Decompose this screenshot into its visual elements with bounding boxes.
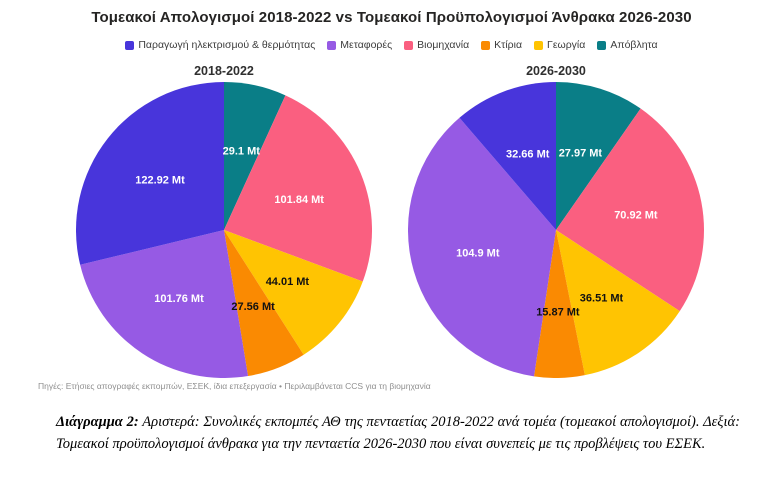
legend-label-waste: Απόβλητα: [610, 39, 658, 51]
pie-slice-transport: [408, 117, 556, 377]
pie-slice-label-waste: 27.97 Mt: [559, 147, 603, 159]
legend-label-power-heat: Παραγωγή ηλεκτρισμού & θερμότητας: [138, 39, 316, 51]
legend-item-agriculture: Γεωργία: [534, 39, 585, 51]
legend-item-transport: Μεταφορές: [327, 39, 392, 51]
pie-slice-waste: [224, 82, 286, 230]
pie-header-2026-2030: 2026-2030: [526, 64, 586, 78]
pie-slice-waste: [556, 82, 641, 230]
legend-item-industry: Βιομηχανία: [404, 39, 469, 51]
pie-slice-label-power-heat: 122.92 Mt: [135, 175, 185, 187]
legend-label-agriculture: Γεωργία: [547, 39, 586, 51]
pie-slice-label-industry: 70.92 Mt: [614, 210, 658, 222]
pie-slice-label-buildings: 15.87 Mt: [536, 306, 580, 318]
pie-slice-label-transport: 101.76 Mt: [154, 293, 204, 305]
legend-swatch-industry: [404, 40, 414, 50]
source-footnote: Πηγές: Ετήσιες απογραφές εκπομπών, ΕΣΕΚ,…: [38, 381, 431, 391]
pie-slice-power-heat: [459, 82, 556, 230]
pie-slice-agriculture: [224, 230, 363, 355]
legend-swatch-transport: [327, 40, 337, 50]
pie-header-2018-2022: 2018-2022: [194, 64, 254, 78]
pie-slice-label-power-heat: 32.66 Mt: [506, 149, 550, 161]
pie-slice-label-agriculture: 44.01 Mt: [266, 276, 310, 288]
legend-item-buildings: Κτίρια: [481, 39, 522, 51]
legend-item-waste: Απόβλητα: [597, 39, 658, 51]
pie-slice-industry: [556, 108, 704, 312]
legend-label-buildings: Κτίρια: [494, 39, 523, 51]
legend-swatch-waste: [597, 40, 607, 50]
pie-slice-power-heat: [76, 82, 224, 265]
legend-label-industry: Βιομηχανία: [417, 39, 470, 51]
pie-slice-buildings: [224, 230, 304, 377]
pie-slice-label-agriculture: 36.51 Mt: [580, 293, 624, 305]
pie-slice-industry: [224, 95, 372, 282]
legend: Παραγωγή ηλεκτρισμού & θερμότητας Μεταφορ…: [0, 39, 783, 51]
pie-slice-label-industry: 101.84 Mt: [274, 194, 324, 206]
legend-swatch-agriculture: [534, 40, 544, 50]
legend-label-transport: Μεταφορές: [340, 39, 393, 51]
pie-slice-label-transport: 104.9 Mt: [456, 248, 500, 260]
legend-swatch-power-heat: [125, 40, 135, 50]
pie-slice-agriculture: [556, 230, 680, 376]
legend-item-power-heat: Παραγωγή ηλεκτρισμού & θερμότητας: [125, 39, 315, 51]
pie-slice-transport: [80, 230, 249, 378]
pie-slice-label-waste: 29.1 Mt: [223, 146, 261, 158]
chart-title: Τομεακοί Απολογισμοί 2018-2022 vs Τομεακ…: [91, 9, 692, 26]
caption-label: Διάγραμμα 2:: [56, 414, 139, 430]
pie-slice-label-buildings: 27.56 Mt: [231, 301, 275, 313]
figure-caption: Διάγραμμα 2: Αριστερά: Συνολικές εκπομπέ…: [56, 412, 740, 456]
pie-slice-buildings: [534, 230, 585, 378]
pie-chart-2018-2022: 29.1 Mt 101.84 Mt 44.01 Mt 27.56 Mt 101.76 M…: [76, 82, 372, 378]
legend-swatch-buildings: [481, 40, 491, 50]
caption-text: Αριστερά: Συνολικές εκπομπές ΑΘ της πεντ…: [56, 414, 740, 452]
